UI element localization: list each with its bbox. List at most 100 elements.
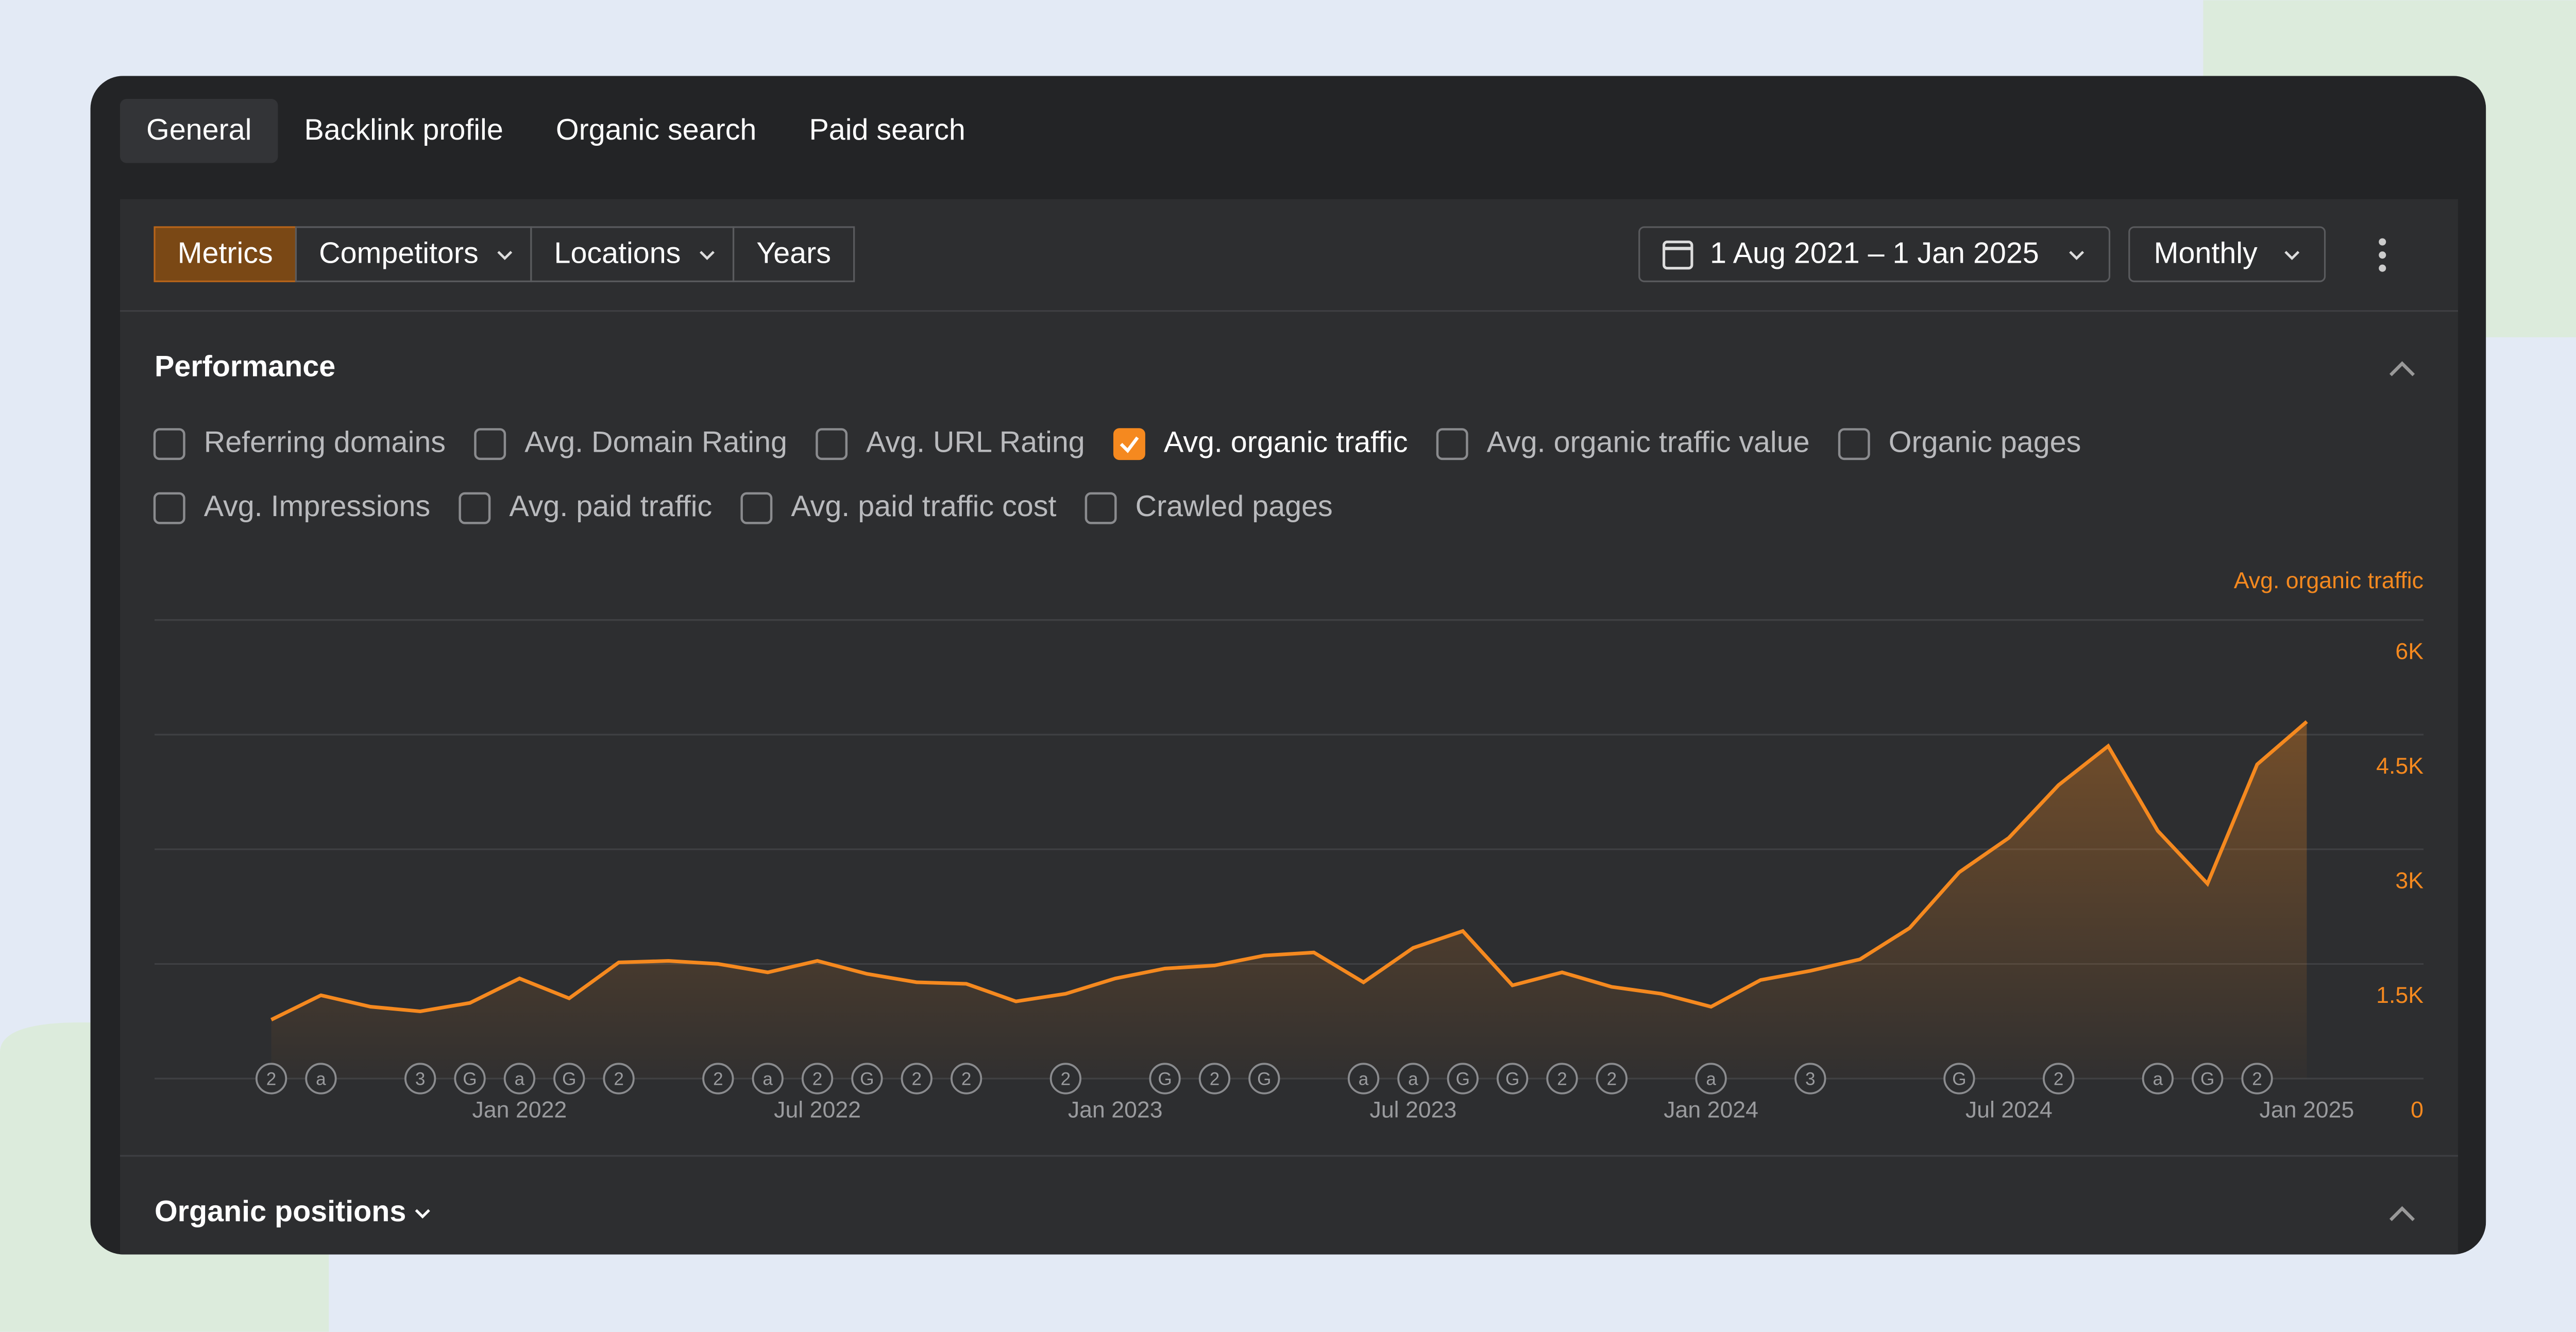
event-marker[interactable]: 2	[2042, 1063, 2075, 1095]
event-marker[interactable]: G	[2192, 1063, 2224, 1095]
event-marker[interactable]: G	[851, 1063, 883, 1095]
event-label: G	[2200, 1069, 2214, 1089]
event-circle	[801, 1063, 834, 1095]
metric-checkbox[interactable]: Organic pages	[1838, 425, 2081, 460]
event-label: 2	[614, 1069, 624, 1089]
metric-label: Avg. Impressions	[204, 490, 430, 523]
chevron	[2069, 251, 2084, 260]
event-marker[interactable]: G	[553, 1063, 585, 1095]
metric-label: Avg. organic traffic	[1164, 425, 1408, 458]
x-tick-label: Jan 2024	[1664, 1098, 1758, 1123]
event-marker[interactable]: G	[1496, 1063, 1529, 1095]
collapse-icon[interactable]	[2389, 361, 2415, 377]
button-bg	[732, 226, 855, 282]
x-tick-label: Jan 2025	[2260, 1098, 2354, 1123]
event-label: a	[316, 1069, 326, 1089]
event-label: 2	[912, 1069, 922, 1089]
metric-checkbox[interactable]: Avg. paid traffic	[459, 490, 713, 524]
event-label: 2	[2252, 1069, 2262, 1089]
checkmark	[1120, 436, 1139, 453]
event-circle	[404, 1063, 436, 1095]
event-marker[interactable]: a	[752, 1063, 784, 1095]
dot	[2379, 264, 2386, 272]
tab[interactable]: Backlink profile	[304, 113, 503, 146]
event-marker[interactable]: 2	[1049, 1063, 1082, 1095]
metric-checkbox[interactable]: Crawled pages	[1084, 490, 1333, 524]
organic-positions[interactable]: Organic positions	[155, 1195, 430, 1228]
event-marker[interactable]: a	[503, 1063, 536, 1095]
event-marker[interactable]: G	[1447, 1063, 1479, 1095]
event-marker[interactable]: 2	[2241, 1063, 2273, 1095]
more-menu[interactable]	[2379, 238, 2386, 272]
event-circle	[1695, 1063, 1727, 1095]
event-marker[interactable]: a	[1695, 1063, 1727, 1095]
event-label: G	[1257, 1069, 1271, 1089]
metric-label: Organic pages	[1889, 425, 2081, 458]
event-marker[interactable]: 2	[1546, 1063, 1578, 1095]
metric-checkbox[interactable]: Avg. Domain Rating	[474, 425, 787, 460]
event-marker[interactable]: G	[1248, 1063, 1280, 1095]
event-circle	[851, 1063, 883, 1095]
interval: Monthly	[2154, 236, 2258, 269]
metric-checkbox[interactable]: Avg. paid traffic cost	[740, 490, 1057, 524]
event-label: G	[860, 1069, 874, 1089]
event-label: 3	[1805, 1069, 1816, 1089]
chevron	[497, 251, 513, 260]
event-marker[interactable]: 3	[1794, 1063, 1826, 1095]
section-title: Organic positions	[155, 1195, 406, 1228]
metric-checkbox[interactable]: Avg. Impressions	[153, 490, 430, 524]
event-marker[interactable]: G	[1149, 1063, 1181, 1095]
card: Performance Organic positions 1 Aug 2021…	[90, 76, 2486, 1255]
event-label: a	[2153, 1069, 2163, 1089]
event-marker[interactable]: G	[1943, 1063, 1975, 1095]
metric-checkbox[interactable]: Avg. organic traffic	[1113, 425, 1408, 460]
chevron	[2284, 251, 2300, 260]
interval-select[interactable]: Monthly	[2128, 226, 2326, 282]
event-marker[interactable]: 2	[1198, 1063, 1231, 1095]
event-marker[interactable]: 2	[801, 1063, 834, 1095]
line	[270, 720, 2308, 1021]
event-marker[interactable]: 2	[702, 1063, 734, 1095]
event-marker[interactable]: 2	[603, 1063, 635, 1095]
metric-checkbox[interactable]: Avg. organic traffic value	[1436, 425, 1810, 460]
metric-checkbox[interactable]: Avg. URL Rating	[816, 425, 1085, 460]
event-circle	[752, 1063, 784, 1095]
panel	[120, 199, 2459, 1255]
dot	[2379, 251, 2386, 259]
metric-checkbox[interactable]: Referring domains	[153, 425, 446, 460]
event-marker[interactable]: a	[1397, 1063, 1429, 1095]
event-marker[interactable]: 2	[1596, 1063, 1628, 1095]
event-marker[interactable]: 2	[901, 1063, 933, 1095]
chevron	[415, 1209, 430, 1219]
checkbox	[1084, 492, 1117, 524]
checkbox	[474, 428, 506, 460]
tab[interactable]: Organic search	[556, 113, 756, 146]
event-marker[interactable]: 2	[951, 1063, 982, 1095]
event-circle	[1248, 1063, 1280, 1095]
event-marker[interactable]: G	[454, 1063, 486, 1095]
button-bg	[154, 226, 297, 282]
collapse-icon[interactable]	[2389, 1206, 2415, 1221]
y-tick-label: 6K	[2395, 639, 2424, 664]
tab[interactable]: General	[120, 98, 278, 163]
event-marker[interactable]: a	[2142, 1063, 2174, 1095]
x-tick-label: Jan 2022	[472, 1098, 567, 1123]
event-marker[interactable]: 2	[255, 1063, 287, 1095]
toolbar-button[interactable]: Metrics	[154, 226, 297, 282]
event-marker[interactable]: 3	[404, 1063, 436, 1095]
event-label: G	[463, 1069, 477, 1089]
date-picker[interactable]: 1 Aug 2021 – 1 Jan 2025	[1638, 226, 2111, 282]
toolbar-button[interactable]: Locations	[530, 226, 735, 282]
event-marker[interactable]: a	[305, 1063, 337, 1095]
tab[interactable]: Paid search	[809, 113, 965, 146]
event-circle	[2192, 1063, 2224, 1095]
metric-label: Referring domains	[204, 425, 446, 458]
calendar-icon	[1663, 241, 1693, 270]
y-tick-label: 4.5K	[2376, 754, 2424, 779]
event-marker[interactable]: a	[1347, 1063, 1380, 1095]
event-circle	[1943, 1063, 1975, 1095]
event-circle	[2142, 1063, 2174, 1095]
toolbar-button[interactable]: Years	[732, 226, 855, 282]
